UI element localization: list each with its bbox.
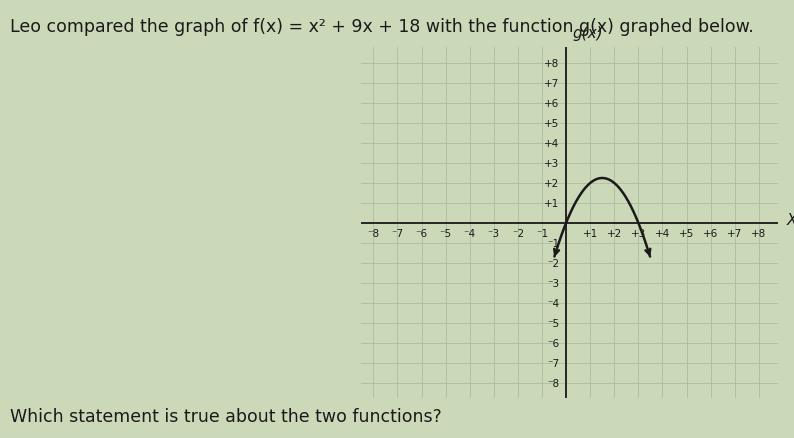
Text: X: X: [787, 213, 794, 228]
Text: Leo compared the graph of f(x) = x² + 9x + 18 with the function g(x) graphed bel: Leo compared the graph of f(x) = x² + 9x…: [10, 18, 754, 35]
Text: +1: +1: [544, 198, 559, 208]
Text: g(x): g(x): [572, 26, 603, 41]
Text: ⁻7: ⁻7: [391, 229, 403, 239]
Text: +4: +4: [655, 229, 670, 239]
Text: ⁻6: ⁻6: [547, 338, 559, 348]
Text: ⁻1: ⁻1: [547, 238, 559, 248]
Text: ⁻5: ⁻5: [440, 229, 452, 239]
Text: +5: +5: [679, 229, 694, 239]
Text: +2: +2: [607, 229, 622, 239]
Text: +5: +5: [544, 119, 559, 129]
Text: +6: +6: [544, 99, 559, 109]
Text: ⁻4: ⁻4: [464, 229, 476, 239]
Text: ⁻3: ⁻3: [547, 278, 559, 288]
Text: +8: +8: [751, 229, 766, 239]
Text: ⁻5: ⁻5: [547, 318, 559, 328]
Text: +3: +3: [544, 159, 559, 169]
Text: ⁻2: ⁻2: [547, 258, 559, 268]
Text: +4: +4: [544, 139, 559, 149]
Text: ⁻3: ⁻3: [488, 229, 500, 239]
Text: +6: +6: [703, 229, 719, 239]
Text: +1: +1: [583, 229, 598, 239]
Text: ⁻8: ⁻8: [547, 378, 559, 388]
Text: ⁻2: ⁻2: [512, 229, 524, 239]
Text: ⁻7: ⁻7: [547, 358, 559, 368]
Text: Which statement is true about the two functions?: Which statement is true about the two fu…: [10, 407, 441, 425]
Text: ⁻1: ⁻1: [536, 229, 548, 239]
Text: ⁻6: ⁻6: [415, 229, 428, 239]
Text: +7: +7: [727, 229, 742, 239]
Text: +7: +7: [544, 79, 559, 89]
Text: +2: +2: [544, 179, 559, 188]
Text: ⁻8: ⁻8: [368, 229, 380, 239]
Text: +8: +8: [544, 59, 559, 69]
Text: ⁻4: ⁻4: [547, 298, 559, 308]
Text: +3: +3: [630, 229, 646, 239]
